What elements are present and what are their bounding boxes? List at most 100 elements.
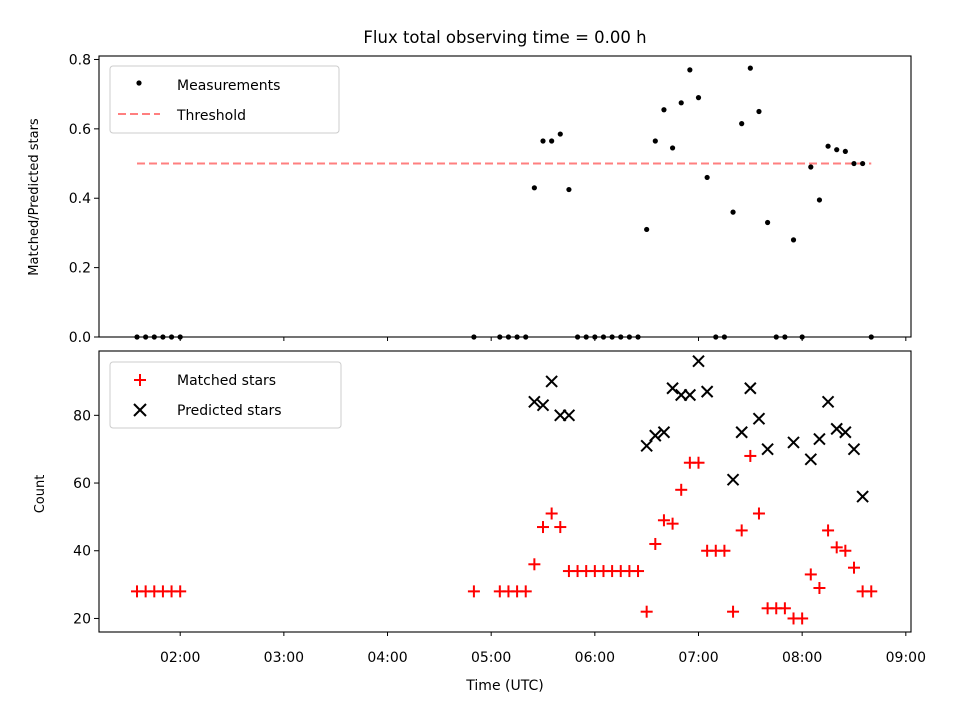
count-x-tick-label: 03:00	[264, 650, 304, 666]
matched-star-point	[865, 585, 878, 598]
matched-star-point	[640, 605, 653, 618]
predicted-star-point	[787, 436, 800, 449]
measurement-point	[730, 209, 736, 215]
count-x-tick-label: 09:00	[886, 650, 926, 666]
measurement-point	[687, 67, 693, 73]
predicted-star-point	[735, 426, 748, 439]
matched-star-point	[813, 581, 826, 594]
count-y-axis-label: Count	[33, 475, 48, 514]
ratio-y-axis: 0.0 0.2 0.4 0.6 0.8	[69, 52, 99, 346]
count-legend-box	[109, 361, 342, 429]
measurement-point	[747, 65, 753, 71]
measurement-point	[678, 100, 684, 106]
matched-star-point	[537, 521, 550, 534]
matched-star-point	[830, 541, 843, 554]
ratio-y-axis-label: Matched/Predicted stars	[27, 118, 42, 276]
measurement-point	[739, 121, 745, 127]
predicted-star-point	[761, 442, 774, 456]
matched-star-point	[752, 507, 765, 520]
measurement-point	[765, 219, 771, 226]
count-y-tick-label: 60	[73, 476, 91, 492]
ratio-panel: 0.00.20.40.60.8 Matched/Predicted stars …	[27, 52, 912, 346]
matched-star-point	[467, 585, 480, 598]
ratio-y-tick-label: 0.2	[69, 261, 91, 277]
predicted-star-point	[545, 375, 558, 388]
legend-matched-label: Matched stars	[177, 373, 276, 389]
count-x-tick-label: 05:00	[471, 650, 511, 666]
predicted-star-point	[847, 442, 861, 456]
measurement-point	[669, 145, 676, 151]
predicted-star-point	[839, 426, 852, 439]
legend-measurements-label: Measurements	[177, 78, 280, 94]
matched-star-point	[554, 521, 567, 534]
figure-title: Flux total observing time = 0.00 h	[363, 28, 646, 47]
legend-matched-marker	[134, 374, 146, 386]
legend-measurements-marker	[136, 80, 142, 86]
measurement-point	[695, 95, 702, 101]
measurement-point	[566, 186, 572, 193]
count-y-tick-label: 80	[73, 408, 91, 424]
predicted-star-point	[528, 395, 541, 408]
predicted-star-point	[752, 412, 766, 425]
matched-star-point	[804, 568, 817, 581]
count-x-tick-label: 08:00	[782, 650, 822, 666]
matched-star-point	[735, 524, 748, 537]
legend-predicted-label: Predicted stars	[177, 403, 282, 419]
matched-star-point	[727, 605, 740, 618]
predicted-star-point	[649, 429, 662, 442]
matched-star-point	[778, 602, 791, 615]
count-y-tick-label: 20	[73, 611, 91, 627]
measurement-point	[842, 148, 848, 155]
count-x-tick-label: 06:00	[575, 650, 615, 666]
matched-star-point	[666, 517, 679, 530]
measurement-point	[860, 160, 866, 167]
measurement-point	[834, 147, 840, 153]
count-x-tick-label: 04:00	[367, 650, 407, 666]
matched-star-point	[545, 507, 558, 520]
matched-star-point	[649, 537, 662, 550]
measurement-point	[644, 226, 650, 233]
measurement-point	[816, 197, 823, 203]
predicted-star-point	[657, 426, 671, 439]
measurement-point	[549, 138, 555, 144]
count-x-tick-label: 02:00	[160, 650, 200, 666]
ratio-x-axis-ticks	[179, 337, 907, 341]
legend-threshold-label: Threshold	[176, 108, 246, 124]
count-x-tick-label: 07:00	[678, 650, 718, 666]
matched-star-point	[657, 514, 670, 527]
count-plot-area	[131, 354, 878, 625]
matched-star-point	[718, 544, 731, 557]
matched-star-point	[692, 456, 705, 469]
matched-star-point	[796, 612, 809, 625]
predicted-star-point	[700, 385, 714, 398]
predicted-star-point	[813, 432, 826, 446]
matched-star-point	[174, 585, 187, 598]
matched-star-point	[528, 558, 541, 571]
predicted-star-point	[683, 388, 697, 402]
predicted-star-point	[640, 439, 653, 453]
ratio-y-tick-label: 0.0	[69, 330, 91, 346]
measurement-point	[557, 131, 563, 137]
measurement-point	[790, 237, 797, 243]
matched-star-point	[675, 483, 688, 496]
matched-star-point	[744, 449, 757, 462]
predicted-star-point	[744, 382, 757, 395]
predicted-star-point	[536, 398, 550, 412]
matched-star-point	[519, 585, 532, 598]
count-legend: Matched stars Predicted stars	[109, 361, 342, 429]
ratio-y-tick-label: 0.6	[69, 122, 91, 138]
x-axis-label: Time (UTC)	[465, 678, 543, 694]
measurement-point	[851, 160, 857, 167]
measurement-point	[808, 164, 814, 170]
ratio-legend-box	[109, 65, 340, 134]
measurement-point	[825, 143, 831, 149]
predicted-star-point	[804, 453, 818, 466]
predicted-star-point	[821, 395, 835, 408]
predicted-star-point	[666, 382, 679, 395]
ratio-axes-frame	[98, 55, 912, 338]
count-y-axis: 20 40 60 80	[73, 408, 99, 627]
ratio-legend: Measurements Threshold	[109, 65, 340, 134]
ratio-y-tick-label: 0.4	[69, 191, 91, 207]
matched-star-point	[847, 561, 860, 574]
